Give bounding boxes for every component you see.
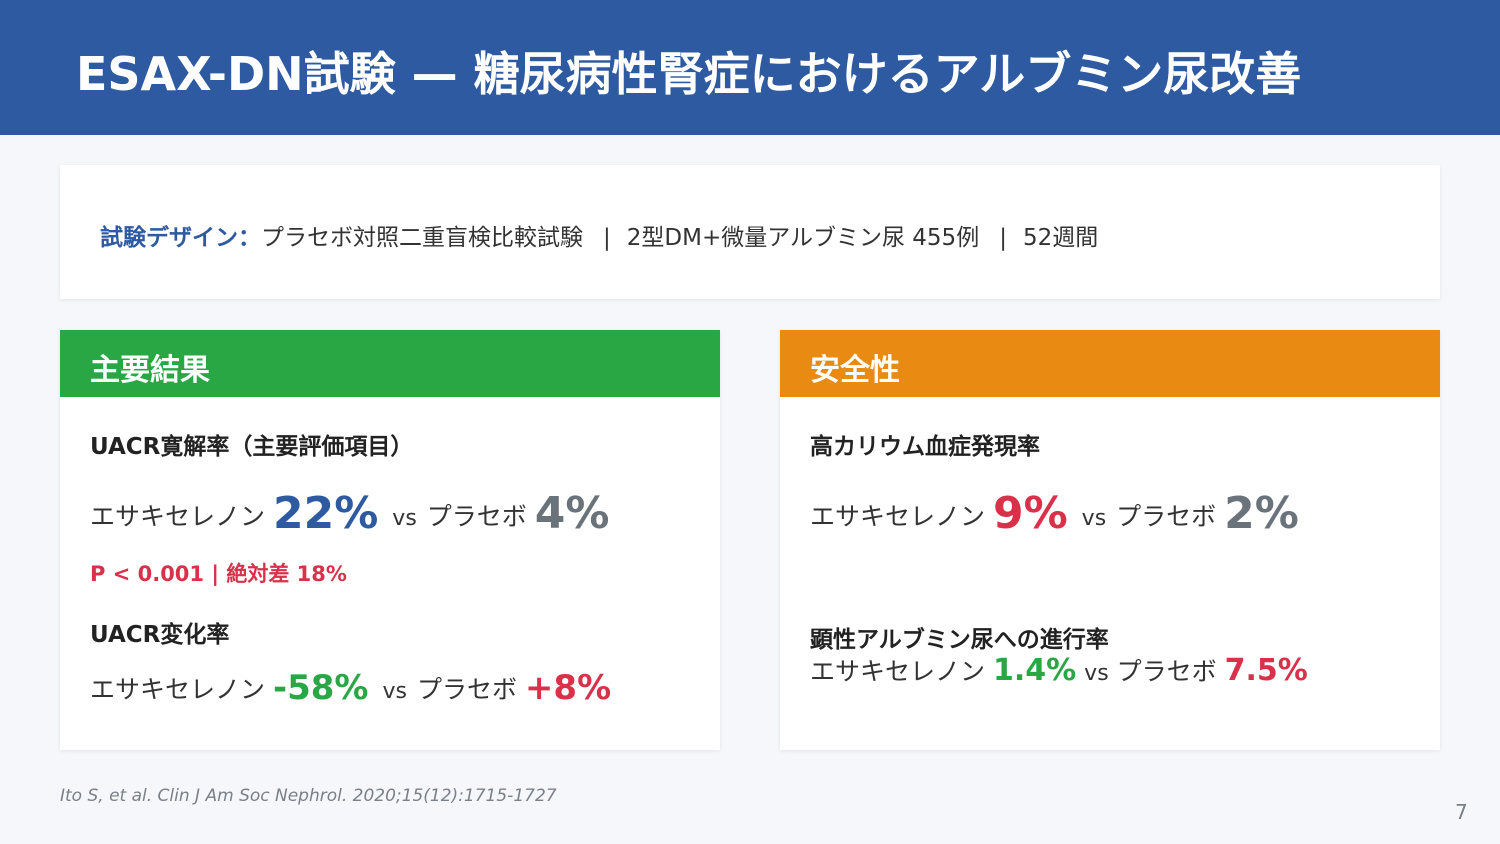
trial-design-card: 試験デザイン：プラセボ対照二重盲検比較試験 | 2型DM+微量アルブミン尿 455例… (60, 165, 1440, 299)
placebo-value: +8% (524, 668, 612, 708)
safety-heading: 安全性 (810, 353, 900, 388)
trial-design-text: 試験デザイン：プラセボ対照二重盲検比較試験 | 2型DM+微量アルブミン尿 455例… (100, 218, 1098, 252)
drug-label: エサキセレノン (90, 675, 266, 704)
drug-value: 1.4% (992, 653, 1077, 688)
primary-results-heading: 主要結果 (90, 353, 210, 388)
primary-results-panel: 主要結果 UACR寛解率（主要評価項目） エサキセレノン 22% vs プラセボ 4… (60, 330, 720, 750)
primary-results-header: 主要結果 (60, 330, 720, 397)
separator: | (603, 225, 611, 251)
p-value: P < 0.001 | 絶対差 18% (90, 562, 347, 586)
vs-label: vs (382, 679, 407, 704)
safety-panel: 安全性 高カリウム血症発現率 エサキセレノン 9% vs プラセボ 2% 顕性アルブ… (780, 330, 1440, 750)
trial-design-label: 試験デザイン： (100, 225, 261, 251)
separator: | (999, 225, 1007, 251)
drug-label: エサキセレノン (810, 502, 986, 531)
drug-value: 22% (272, 488, 379, 539)
placebo-value: 2% (1224, 488, 1299, 539)
slide-title: ESAX-DN試験 — 糖尿病性腎症におけるアルブミン尿改善 (76, 47, 1302, 101)
hyperkalemia-row: エサキセレノン 9% vs プラセボ 2% (810, 488, 1299, 539)
drug-value: 9% (992, 488, 1068, 539)
progression-title: 顕性アルブミン尿への進行率 (810, 627, 1109, 653)
uacr-change-title: UACR変化率 (90, 622, 230, 648)
uacr-change-row: エサキセレノン -58% vs プラセボ +8% (90, 668, 611, 708)
placebo-value: 4% (534, 488, 610, 539)
page-number: 7 (1455, 800, 1468, 824)
drug-value: -58% (272, 668, 369, 708)
placebo-label: プラセボ (1116, 657, 1217, 686)
uacr-remission-title: UACR寛解率（主要評価項目） (90, 434, 414, 460)
vs-label: vs (1081, 506, 1107, 531)
drug-label: エサキセレノン (810, 657, 986, 686)
drug-label: エサキセレノン (90, 502, 266, 531)
trial-design-type: プラセボ対照二重盲検比較試験 (261, 225, 583, 251)
hyperkalemia-title: 高カリウム血症発現率 (810, 434, 1040, 460)
placebo-label: プラセボ (416, 675, 517, 704)
trial-design-duration: 52週間 (1022, 225, 1099, 251)
vs-label: vs (1084, 661, 1109, 686)
safety-header: 安全性 (780, 330, 1440, 397)
placebo-label: プラセボ (426, 502, 527, 531)
placebo-label: プラセボ (1116, 502, 1217, 531)
slide-header: ESAX-DN試験 — 糖尿病性腎症におけるアルブミン尿改善 (0, 0, 1500, 135)
vs-label: vs (392, 506, 417, 531)
progression-row: エサキセレノン 1.4% vs プラセボ 7.5% (810, 652, 1308, 688)
uacr-remission-row: エサキセレノン 22% vs プラセボ 4% (90, 488, 609, 539)
placebo-value: 7.5% (1224, 653, 1308, 688)
citation: Ito S, et al. Clin J Am Soc Nephrol. 202… (60, 786, 557, 806)
trial-design-population: 2型DM+微量アルブミン尿 455例 (626, 225, 980, 251)
